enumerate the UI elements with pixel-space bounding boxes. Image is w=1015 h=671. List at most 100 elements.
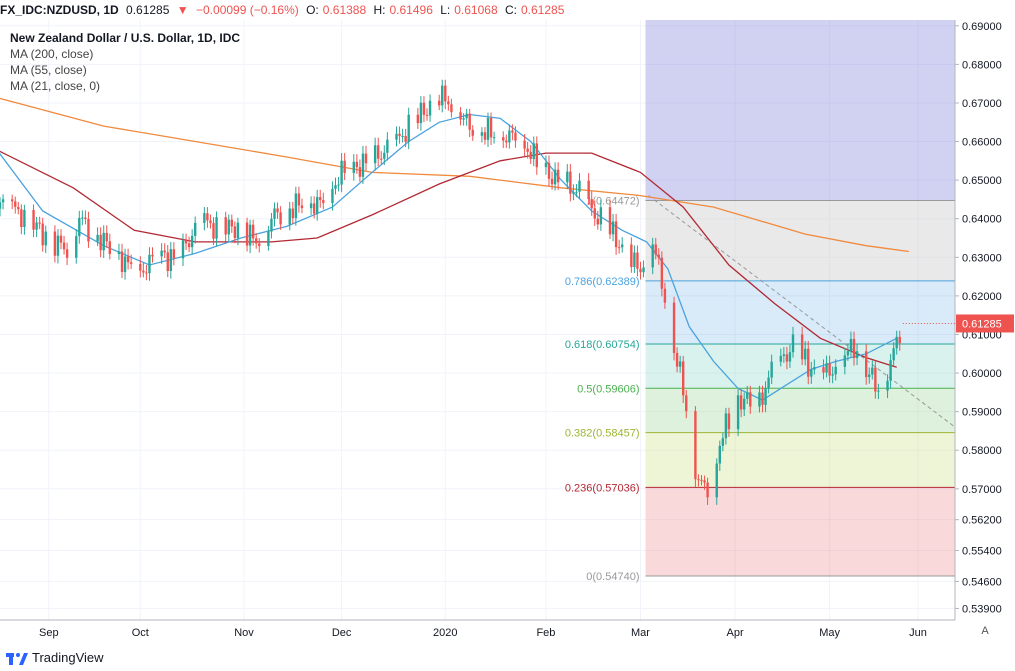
ma200-line (0, 97, 909, 253)
candle-body (572, 191, 575, 194)
last-price-tag-label: 0.61285 (962, 318, 1002, 330)
candle-body (715, 463, 718, 498)
candle-body (727, 413, 731, 430)
candle-body (514, 132, 517, 141)
candle-body (529, 151, 532, 159)
candle-body (352, 161, 355, 173)
time-tick-label: 2020 (433, 627, 457, 639)
candle-body (550, 178, 554, 185)
ma55-line (0, 150, 897, 368)
legend-ma21[interactable]: MA (21, close, 0) (10, 79, 101, 93)
candle-body (721, 438, 725, 446)
close-label: C: (504, 3, 517, 17)
candle-body (172, 249, 176, 259)
candle-body (706, 482, 709, 498)
candle-body (544, 162, 548, 168)
candle-body (251, 224, 255, 239)
candle-body (56, 235, 60, 256)
candle-body (358, 167, 362, 177)
candle-body (151, 254, 154, 257)
symbol-label[interactable]: FX_IDC:NZDUSD, 1D (0, 3, 119, 17)
candle-body (65, 249, 69, 258)
candle-body (361, 153, 365, 177)
candle-body (181, 240, 185, 259)
candle-body (62, 242, 66, 250)
candle-body (764, 388, 767, 405)
candle-body (822, 367, 825, 373)
fib-zone-extension (645, 20, 955, 201)
candle-body (480, 132, 484, 136)
candle-body (340, 160, 343, 185)
candle-body (459, 112, 462, 120)
candle-body (105, 232, 108, 242)
price-axis[interactable]: 0.69000 0.68000 0.67000 0.66000 0.65000 0.640… (902, 20, 1015, 620)
candle-body (38, 222, 41, 224)
candle-body (169, 249, 172, 272)
candle-body (187, 243, 191, 248)
candle-body (672, 302, 676, 354)
fib-level-label: 0(0.54740) (586, 571, 639, 583)
price-tick-label: 0.53900 (962, 603, 1002, 615)
candle-body (599, 207, 603, 225)
brand-name[interactable]: TradingView (32, 650, 104, 665)
candle-body (746, 392, 749, 399)
candle-body (294, 193, 298, 219)
candle-body (834, 366, 837, 375)
change-value: −0.00099 (−0.16%) (196, 3, 299, 17)
candle-body (258, 243, 261, 247)
price-tick-label: 0.57000 (962, 484, 1002, 496)
candle-body (273, 208, 276, 219)
legend-ma200[interactable]: MA (200, close) (10, 47, 94, 61)
candle-body (383, 152, 386, 159)
candle-body (316, 197, 319, 214)
candle-body (505, 140, 508, 143)
time-tick-label: Mar (631, 627, 650, 639)
auto-scale-button[interactable]: A (981, 625, 989, 637)
candle-body (758, 392, 761, 407)
candle-body (84, 217, 87, 220)
candle-body (364, 153, 368, 164)
candle-body (425, 114, 429, 116)
candle-body (322, 200, 325, 204)
candle-body (297, 193, 301, 206)
candle-body (450, 104, 453, 113)
candle-body (898, 336, 901, 344)
candle-body (587, 180, 590, 200)
candle-body (212, 223, 215, 239)
candle-body (319, 197, 322, 201)
fib-retracement[interactable]: 1(0.64472) 0.786(0.62389) 0.618(0.60754) 0.… (565, 20, 956, 583)
candle-body (248, 224, 252, 246)
candle-body (41, 223, 44, 246)
time-axis[interactable]: Sep Oct Nov Dec 2020 Feb Mar Apr May Jun (0, 619, 955, 639)
candle-body (621, 244, 624, 248)
candle-body (224, 217, 227, 235)
candle-body (489, 117, 493, 138)
last-price: 0.61285 (126, 3, 170, 17)
fib-zone (645, 432, 955, 488)
legend-ma55[interactable]: MA (55, close) (10, 63, 87, 77)
fib-zone (645, 200, 955, 281)
price-tick-label: 0.60000 (962, 368, 1002, 380)
price-tick-label: 0.56200 (962, 515, 1002, 527)
candle-body (523, 140, 526, 149)
candle-body (139, 263, 142, 271)
candle-body (761, 392, 764, 405)
open-label: O: (306, 3, 319, 17)
candle-body (32, 209, 35, 230)
candle-body (566, 171, 569, 183)
candle-body (145, 272, 148, 274)
candle-body (11, 199, 14, 202)
candle-body (810, 369, 813, 377)
candle-body (270, 218, 273, 232)
price-chart[interactable]: 1(0.64472) 0.786(0.62389) 0.618(0.60754) 0.… (0, 20, 1015, 650)
candle-body (678, 361, 682, 367)
candle-body (23, 209, 26, 228)
candle-body (556, 169, 560, 183)
candle-body (782, 354, 786, 356)
candle-body (404, 135, 407, 142)
candle-body (245, 222, 249, 246)
candle-body (868, 374, 871, 378)
candle-body (462, 118, 465, 120)
fib-zone (645, 388, 955, 433)
candle-body (206, 213, 209, 221)
